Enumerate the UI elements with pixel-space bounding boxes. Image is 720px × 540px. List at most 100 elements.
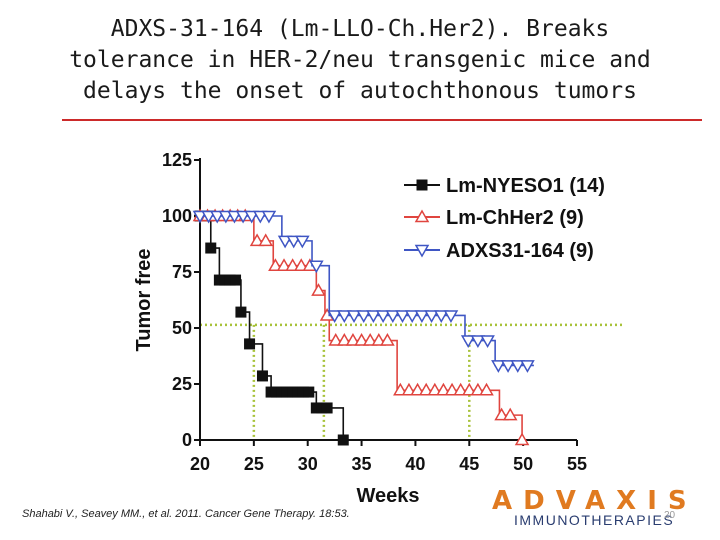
- data-point: [337, 310, 352, 323]
- data-point: [230, 274, 242, 286]
- data-point: [268, 258, 283, 271]
- title-divider: [62, 119, 702, 121]
- x-axis-title: Weeks: [356, 485, 419, 507]
- data-point: [327, 310, 342, 323]
- data-point: [261, 210, 277, 224]
- data-point: [286, 235, 302, 249]
- data-point: [321, 402, 333, 414]
- y-tick-label: 0: [182, 430, 192, 450]
- y-tick-label: 50: [172, 318, 192, 338]
- data-point: [460, 335, 476, 349]
- legend-label: ADXS31-164 (9): [446, 240, 594, 262]
- data-point: [436, 382, 451, 396]
- data-point: [356, 310, 372, 323]
- citation: Shahabi V., Seavey MM., et al. 2011. Can…: [22, 508, 350, 520]
- data-point: [337, 434, 349, 446]
- data-point: [258, 233, 273, 247]
- data-point: [253, 210, 268, 224]
- legend-marker: [416, 179, 428, 191]
- data-point: [201, 210, 216, 224]
- data-point: [346, 310, 362, 323]
- data-point: [470, 382, 486, 396]
- y-tick-label: 75: [172, 262, 192, 282]
- legend-label: Lm-ChHer2 (9): [446, 207, 584, 229]
- data-point: [205, 242, 217, 254]
- data-point: [311, 283, 326, 296]
- data-point: [371, 333, 387, 346]
- data-point: [354, 333, 369, 346]
- y-axis-title: Tumor free: [133, 249, 155, 352]
- x-tick-label: 20: [190, 454, 210, 474]
- title-line: delays the onset of autochthonous tumors: [83, 78, 637, 104]
- data-point: [309, 260, 324, 274]
- data-point: [470, 335, 486, 349]
- data-point: [444, 382, 460, 396]
- data-point: [491, 360, 506, 373]
- x-tick-label: 35: [352, 454, 372, 474]
- data-point: [235, 210, 251, 224]
- data-point: [480, 335, 495, 349]
- data-point: [427, 382, 443, 396]
- data-point: [443, 310, 459, 323]
- data-point: [404, 310, 420, 323]
- data-point: [418, 382, 434, 396]
- data-point: [510, 360, 526, 373]
- legend-marker: [414, 244, 430, 258]
- data-point: [380, 333, 395, 346]
- y-tick-label: 100: [162, 206, 192, 226]
- x-tick-label: 55: [567, 454, 587, 474]
- data-point: [424, 310, 439, 323]
- data-point: [494, 407, 509, 421]
- data-point: [345, 333, 361, 346]
- data-point: [520, 360, 535, 373]
- data-point: [385, 310, 401, 323]
- data-point: [244, 338, 256, 350]
- slide-title: ADXS-31-164 (Lm-LLO-Ch.Her2). Breaks tol…: [0, 14, 720, 107]
- data-point: [303, 386, 315, 398]
- legend-marker: [414, 209, 430, 223]
- x-tick-label: 45: [459, 454, 479, 474]
- logo-subtext: IMMUNOTHERAPIES: [514, 512, 675, 528]
- data-point: [235, 306, 247, 318]
- data-point: [209, 210, 225, 224]
- data-point: [337, 333, 352, 346]
- title-line: tolerance in HER-2/neu transgenic mice a…: [69, 47, 651, 73]
- data-point: [514, 432, 530, 446]
- data-point: [227, 210, 242, 224]
- data-point: [293, 258, 309, 271]
- y-tick-label: 25: [172, 374, 192, 394]
- data-point: [295, 235, 310, 249]
- advaxis-logo: ADVAXIS IMMUNOTHERAPIES: [492, 486, 702, 530]
- data-point: [218, 210, 234, 224]
- data-point: [414, 310, 430, 323]
- data-point: [192, 210, 208, 224]
- page-number: 20: [664, 510, 676, 521]
- data-point: [366, 310, 381, 323]
- data-point: [375, 310, 391, 323]
- data-point: [256, 370, 268, 382]
- data-point: [277, 235, 293, 249]
- data-point: [433, 310, 449, 323]
- data-point: [395, 310, 410, 323]
- data-point: [244, 210, 259, 224]
- data-point: [502, 407, 518, 421]
- y-tick-label: 125: [162, 150, 192, 170]
- data-point: [393, 382, 408, 396]
- x-tick-label: 25: [244, 454, 264, 474]
- data-point: [401, 382, 417, 396]
- data-point: [410, 382, 425, 396]
- data-point: [461, 382, 477, 396]
- x-tick-label: 50: [513, 454, 533, 474]
- data-point: [362, 333, 378, 346]
- data-point: [285, 258, 300, 271]
- data-point: [453, 382, 468, 396]
- data-point: [249, 233, 265, 247]
- legend-label: Lm-NYESO1 (14): [446, 175, 605, 197]
- x-tick-label: 40: [405, 454, 425, 474]
- x-tick-label: 30: [298, 454, 318, 474]
- title-line: ADXS-31-164 (Lm-LLO-Ch.Her2). Breaks: [110, 16, 610, 42]
- data-point: [328, 333, 344, 346]
- data-point: [500, 360, 516, 373]
- logo-wordmark: ADVAXIS: [492, 486, 698, 516]
